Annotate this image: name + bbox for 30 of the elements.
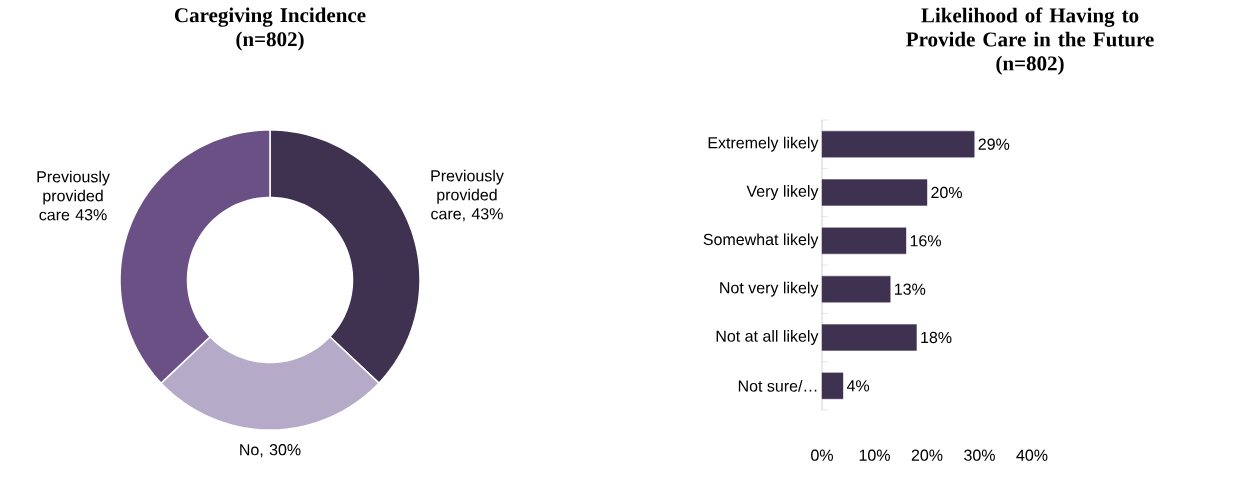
- x-tick-label: 40%: [1016, 449, 1048, 461]
- x-tick-label: 20%: [911, 449, 943, 461]
- data-label: Previously provided care, 43%: [431, 169, 504, 222]
- y-tick-label: Not very likely: [720, 281, 819, 297]
- bar: [821, 275, 891, 303]
- data-label: 18%: [921, 331, 952, 344]
- x-tick-label: 0%: [811, 449, 833, 461]
- y-tick-label: Not at all likely: [716, 330, 819, 345]
- bar: [821, 130, 975, 158]
- bar: [821, 372, 844, 400]
- y-tick-label: Extremely likely: [708, 136, 819, 152]
- x-tick-label: 10%: [859, 449, 890, 461]
- data-label: 16%: [910, 235, 941, 247]
- chart-subtitle: (n=802): [996, 55, 1064, 75]
- data-label: 4%: [846, 380, 870, 392]
- data-label: No, 30%: [240, 444, 301, 458]
- data-label: 20%: [931, 186, 962, 199]
- y-tick-label: Not sure/…: [738, 379, 817, 392]
- data-label: 29%: [978, 138, 1010, 150]
- y-tick-label: Very likely: [746, 185, 819, 200]
- chart-subtitle: (n=802): [236, 31, 304, 51]
- y-tick-label: Somewhat likely: [703, 233, 819, 249]
- data-label: Previously provided care 43%: [37, 170, 110, 221]
- bar: [821, 324, 917, 351]
- chart-title: Likelihood of Having to Provide Care in the Future: [906, 7, 1154, 47]
- bar: [821, 227, 907, 255]
- chart-title: Caregiving Incidence: [174, 7, 366, 27]
- bar: [821, 179, 928, 206]
- data-label: 13%: [895, 283, 926, 295]
- x-tick-label: 30%: [964, 449, 995, 461]
